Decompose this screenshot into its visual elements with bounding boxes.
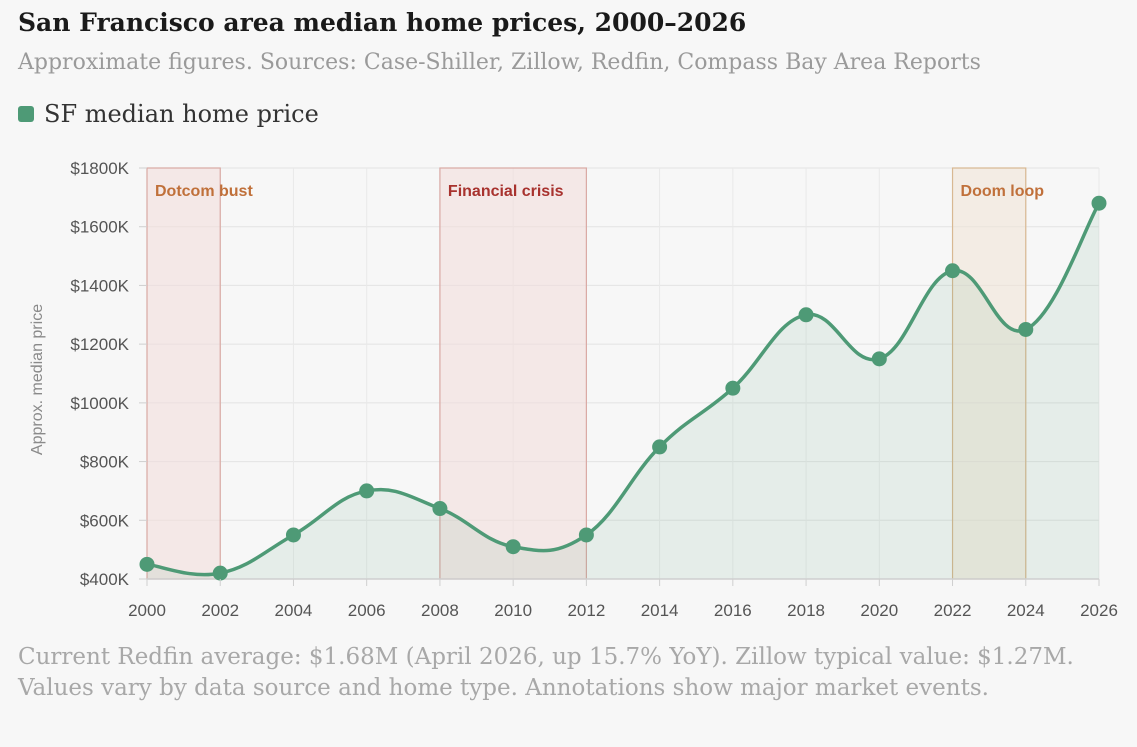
y-tick-label: $1600K xyxy=(70,218,129,237)
x-tick-label: 2010 xyxy=(494,601,532,620)
y-tick-label: $1000K xyxy=(70,394,129,413)
x-tick-label: 2024 xyxy=(1007,601,1045,620)
data-point xyxy=(212,565,228,581)
x-tick-label: 2000 xyxy=(128,601,166,620)
data-point xyxy=(725,380,741,396)
data-point xyxy=(285,527,301,543)
data-point xyxy=(652,439,668,455)
legend-label: SF median home price xyxy=(44,100,319,128)
x-tick-label: 2004 xyxy=(275,601,313,620)
data-point xyxy=(359,483,375,499)
x-tick-label: 2016 xyxy=(714,601,752,620)
chart-subtitle: Approximate figures. Sources: Case-Shill… xyxy=(18,50,981,75)
x-tick-label: 2014 xyxy=(641,601,679,620)
y-tick-label: $800K xyxy=(80,453,130,472)
x-tick-label: 2022 xyxy=(934,601,972,620)
y-axis-label: Approx. median price xyxy=(29,304,46,455)
annotation-band xyxy=(439,167,587,580)
data-point xyxy=(1091,195,1107,211)
data-point xyxy=(798,307,814,323)
data-point xyxy=(871,351,887,367)
x-tick-labels: 2000 2002 2004 2006 2008 2010 2012 2014 2016 2018… xyxy=(128,579,1118,620)
annotation-label: Dotcom bust xyxy=(155,183,253,200)
x-tick-label: 2008 xyxy=(421,601,459,620)
y-tick-label: $600K xyxy=(80,511,130,530)
x-tick-label: 2002 xyxy=(201,601,239,620)
data-point xyxy=(578,527,594,543)
legend-swatch xyxy=(18,106,34,122)
series-area xyxy=(147,203,1099,579)
y-tick-label: $1200K xyxy=(70,335,129,354)
data-point xyxy=(945,263,961,279)
data-points xyxy=(139,195,1107,581)
annotation-bands: Dotcom bust Financial crisis Doom loop xyxy=(146,167,1045,580)
annotation-band xyxy=(146,167,221,580)
chart-footnote: Current Redfin average: $1.68M (April 20… xyxy=(18,644,1074,701)
data-point xyxy=(505,539,521,555)
legend[interactable]: SF median home price xyxy=(18,100,319,128)
data-point xyxy=(139,556,155,572)
data-point xyxy=(1018,321,1034,337)
y-tick-label: $400K xyxy=(80,570,130,589)
annotation-band xyxy=(951,167,1027,580)
x-tick-label: 2018 xyxy=(787,601,825,620)
chart-title: San Francisco area median home prices, 2… xyxy=(18,8,747,37)
annotation-label: Financial crisis xyxy=(448,183,564,200)
x-tick-label: 2026 xyxy=(1080,601,1118,620)
line-chart: Dotcom bust Financial crisis Doom loop $400… xyxy=(29,159,1118,620)
x-tick-label: 2020 xyxy=(860,601,898,620)
data-point xyxy=(432,501,448,517)
y-tick-labels: $400K $600K $800K $1000K $1200K $1400K $1600K $… xyxy=(70,159,147,589)
x-tick-label: 2012 xyxy=(567,601,605,620)
annotation-label: Doom loop xyxy=(961,183,1045,200)
x-tick-label: 2006 xyxy=(348,601,386,620)
y-tick-label: $1800K xyxy=(70,159,129,178)
y-tick-label: $1400K xyxy=(70,276,129,295)
